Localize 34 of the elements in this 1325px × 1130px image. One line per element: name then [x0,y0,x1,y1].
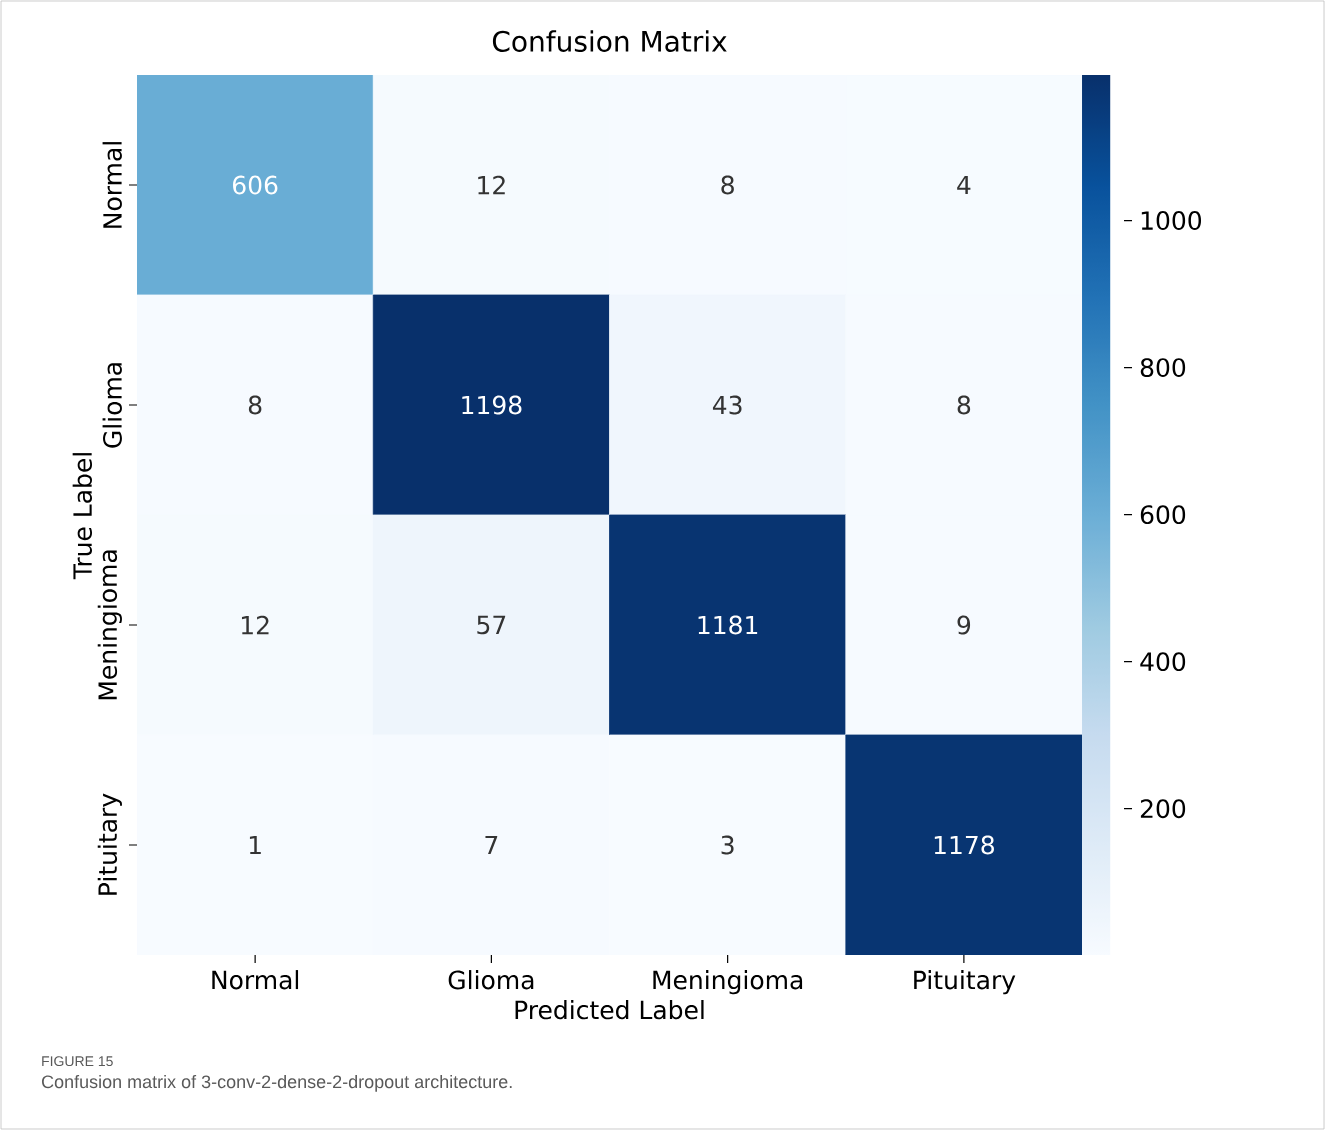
data-label: 12 [241,615,269,635]
data-label: 606 [233,175,278,195]
data-label: 1181 [698,615,758,635]
data-label: 43 [712,395,742,415]
data-label: 9 [957,615,971,635]
y-tick-label: Meningioma [97,550,122,700]
color-bar-label: 800 [1140,358,1186,378]
data-label: 57 [477,615,506,635]
y-axis-title: True Label [72,453,93,580]
color-bar-label: 400 [1140,652,1186,672]
data-label: 1198 [462,395,522,415]
data-label: 3 [721,835,734,855]
chart-title: Confusion Matrix [492,30,727,52]
color-bar-label: 600 [1140,505,1186,525]
data-label: 8 [248,395,262,415]
x-tick-label: Pituitary [914,970,1016,995]
y-tick-label: Pituitary [97,793,122,895]
data-label: 12 [478,175,505,195]
x-tick-label: Normal [212,970,299,990]
x-tick-label: Glioma [448,970,534,990]
data-label: 8 [721,175,734,195]
text: Confusion matrix of 3-conv-2-dense-2-dropout architecture. [41,1074,512,1092]
data-label: 1178 [934,835,994,855]
y-tick-label: Normal [102,142,122,228]
x-axis-title: Predicted Label [515,999,704,1020]
x-tick-label: Meningioma [653,970,803,995]
color-bar-label: 200 [1140,799,1186,819]
data-label: 4 [957,175,971,195]
data-label: 1 [249,835,261,855]
y-tick-label: Glioma [102,363,122,448]
caption: FIGURE 15 [42,1056,113,1067]
color-bar-label: 1000 [1141,211,1202,230]
data-label: 8 [957,395,971,415]
data-label: 7 [485,835,498,855]
